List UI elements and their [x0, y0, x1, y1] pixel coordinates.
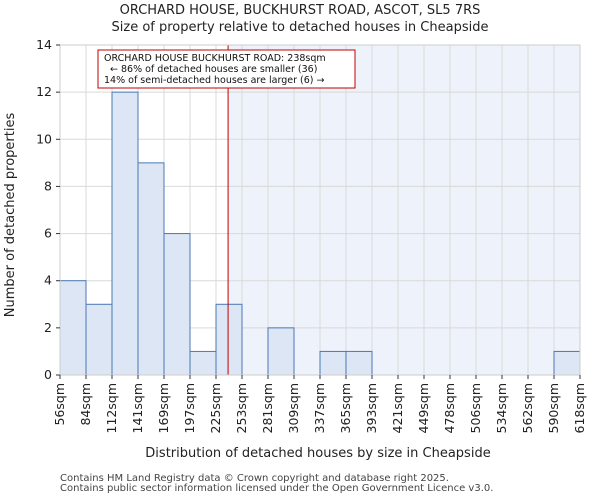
- x-tick-label: 56sqm: [52, 383, 67, 426]
- footer-licence: Contains public sector information licen…: [60, 483, 494, 494]
- x-tick-label: 506sqm: [468, 383, 483, 433]
- x-tick-label: 590sqm: [546, 383, 561, 433]
- footer-copyright: Contains HM Land Registry data © Crown c…: [60, 473, 449, 484]
- x-tick-label: 253sqm: [234, 383, 249, 433]
- y-tick-label: 2: [44, 320, 52, 335]
- y-tick-label: 14: [36, 37, 52, 52]
- y-tick-label: 6: [44, 226, 52, 241]
- bar: [85, 303, 113, 376]
- y-axis-label: Number of detached properties: [3, 113, 18, 318]
- chart-title: ORCHARD HOUSE, BUCKHURST ROAD, ASCOT, SL…: [120, 3, 481, 18]
- x-tick-label: 169sqm: [156, 383, 171, 433]
- bar: [345, 350, 373, 376]
- x-tick-label: 197sqm: [182, 383, 197, 433]
- bar: [267, 327, 295, 376]
- annotation-line-1: ORCHARD HOUSE BUCKHURST ROAD: 238sqm: [104, 53, 326, 64]
- y-tick-label: 4: [44, 273, 52, 288]
- x-tick-label: 618sqm: [572, 383, 587, 433]
- x-tick-label: 309sqm: [286, 383, 301, 433]
- x-tick-label: 281sqm: [260, 383, 275, 433]
- bars: [59, 91, 581, 376]
- y-tick-label: 0: [44, 367, 52, 382]
- annotation-box: ORCHARD HOUSE BUCKHURST ROAD: 238sqm ← 8…: [97, 49, 356, 89]
- bar: [137, 162, 165, 376]
- x-axis-label: Distribution of detached houses by size …: [145, 446, 490, 461]
- larger-region-shade: [228, 45, 581, 375]
- bar: [215, 303, 243, 376]
- bar: [163, 233, 191, 376]
- x-tick-label: 112sqm: [104, 383, 119, 433]
- annotation-line-3: 14% of semi-detached houses are larger (…: [104, 75, 324, 86]
- bar: [59, 280, 87, 376]
- bar: [189, 350, 217, 376]
- y-tick-label: 12: [36, 84, 52, 99]
- x-tick-label: 141sqm: [130, 383, 145, 433]
- x-tick-label: 365sqm: [338, 383, 353, 433]
- x-tick-label: 225sqm: [208, 383, 223, 433]
- bar: [111, 91, 139, 376]
- x-tick-label: 534sqm: [494, 383, 509, 433]
- bar: [319, 350, 347, 376]
- x-tick-label: 562sqm: [520, 383, 535, 433]
- x-tick-label: 478sqm: [442, 383, 457, 433]
- chart-subtitle: Size of property relative to detached ho…: [112, 20, 489, 35]
- annotation-line-2: ← 86% of detached houses are smaller (36…: [110, 64, 317, 75]
- y-tick-label: 10: [36, 131, 52, 146]
- x-tick-label: 337sqm: [312, 383, 327, 433]
- x-tick-label: 449sqm: [416, 383, 431, 433]
- x-tick-label: 84sqm: [78, 383, 93, 426]
- x-tick-label: 421sqm: [390, 383, 405, 433]
- y-tick-label: 8: [44, 178, 52, 193]
- y-axis-ticks: 0 2 4 6 8 10 12 14: [36, 37, 60, 382]
- x-axis-ticks: 56sqm 84sqm 112sqm 141sqm 169sqm 197sqm 225sqm…: [52, 375, 587, 433]
- bar: [553, 350, 581, 376]
- x-tick-label: 393sqm: [364, 383, 379, 433]
- annotation-frame: [97, 49, 356, 89]
